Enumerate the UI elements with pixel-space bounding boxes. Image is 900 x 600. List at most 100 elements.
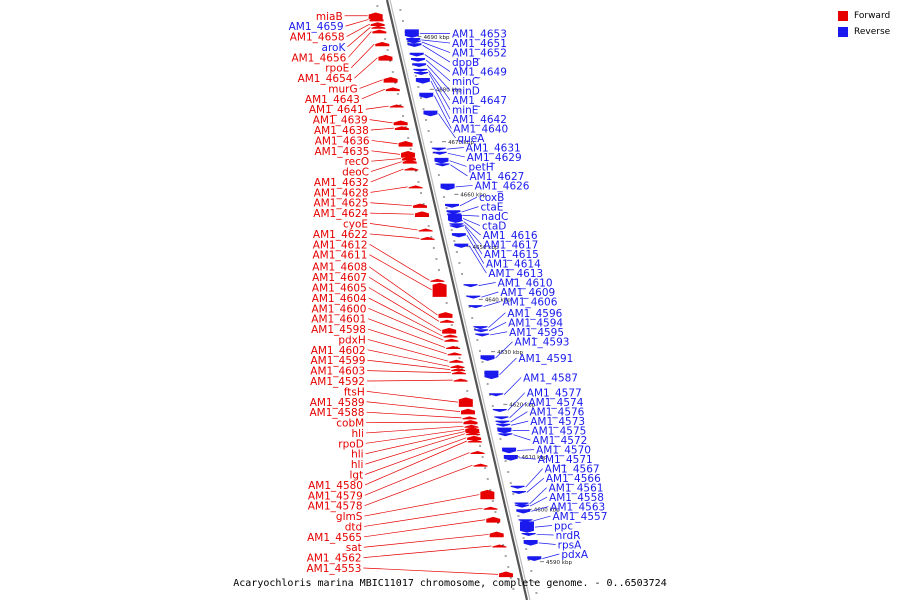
gene-label[interactable]: AM1_4599 bbox=[310, 355, 365, 367]
gene-label[interactable]: deoC bbox=[342, 167, 369, 179]
gene-label[interactable]: AM1_4651 bbox=[452, 38, 507, 50]
reverse-gene-coxb[interactable] bbox=[445, 203, 460, 208]
gene-label[interactable]: AM1_4580 bbox=[308, 480, 363, 492]
reverse-gene-am1-4577[interactable] bbox=[492, 409, 507, 413]
gene-label[interactable]: AM1_4624 bbox=[313, 208, 368, 220]
gene-label[interactable]: AM1_4594 bbox=[508, 317, 563, 329]
forward-gene-am1-4636[interactable] bbox=[398, 141, 413, 147]
reverse-gene-am1-4616[interactable] bbox=[448, 220, 463, 224]
gene-label[interactable]: AM1_4561 bbox=[549, 483, 604, 495]
forward-gene-rpod[interactable] bbox=[465, 427, 480, 432]
reverse-gene-am1-4594[interactable] bbox=[474, 329, 489, 333]
gene-label[interactable]: AM1_4638 bbox=[314, 125, 369, 137]
gene-label[interactable]: AM1_4576 bbox=[529, 407, 584, 419]
forward-gene-am1-4632[interactable] bbox=[404, 167, 419, 171]
forward-gene-hli[interactable] bbox=[464, 424, 479, 428]
forward-gene-cobm[interactable] bbox=[463, 419, 478, 425]
reverse-gene-am1-4558[interactable] bbox=[515, 504, 530, 508]
gene-label[interactable]: AM1_4612 bbox=[313, 239, 368, 251]
gene-label[interactable]: pdxA bbox=[561, 549, 589, 561]
gene-label[interactable]: minE bbox=[452, 105, 478, 117]
gene-label[interactable]: AM1_4603 bbox=[310, 366, 365, 378]
gene-label[interactable]: AM1_4605 bbox=[312, 283, 367, 295]
gene-label[interactable]: dtd bbox=[345, 521, 362, 533]
gene-label[interactable]: AM1_4596 bbox=[507, 308, 562, 320]
gene-label[interactable]: AM1_4627 bbox=[469, 171, 524, 183]
gene-label[interactable]: AM1_4572 bbox=[532, 435, 587, 447]
gene-label[interactable]: AM1_4587 bbox=[523, 372, 578, 384]
gene-label[interactable]: AM1_4565 bbox=[307, 532, 362, 544]
forward-gene-am1-4628[interactable] bbox=[408, 185, 423, 189]
reverse-gene-pdxa[interactable] bbox=[527, 556, 542, 561]
forward-gene-cyoe[interactable] bbox=[418, 228, 433, 232]
reverse-gene-am1-4591[interactable] bbox=[484, 370, 499, 380]
forward-gene-arok[interactable] bbox=[371, 25, 386, 29]
gene-label[interactable]: rpoE bbox=[325, 63, 349, 75]
gene-label[interactable]: AM1_4640 bbox=[453, 123, 508, 135]
reverse-gene-am1-4563[interactable] bbox=[516, 509, 531, 514]
gene-label[interactable]: ctaD bbox=[482, 221, 506, 233]
forward-gene-am1-4639[interactable] bbox=[393, 120, 408, 126]
gene-label[interactable]: AM1_4609 bbox=[500, 287, 555, 299]
gene-label[interactable]: AM1_4631 bbox=[466, 142, 521, 154]
forward-gene-miab[interactable] bbox=[368, 12, 383, 20]
forward-gene-deoc[interactable] bbox=[402, 159, 417, 164]
gene-label[interactable]: AM1_4588 bbox=[309, 407, 364, 419]
forward-gene-am1-4602[interactable] bbox=[450, 364, 465, 368]
gene-label[interactable]: AM1_4615 bbox=[484, 249, 539, 261]
gene-label[interactable]: hli bbox=[351, 449, 364, 461]
forward-gene-am1-4659[interactable] bbox=[369, 17, 384, 22]
gene-label[interactable]: AM1_4642 bbox=[452, 114, 507, 126]
gene-label[interactable]: AM1_4604 bbox=[312, 293, 367, 305]
gene-label[interactable]: AM1_4557 bbox=[553, 511, 608, 523]
reverse-gene-am1-4651[interactable] bbox=[406, 38, 421, 42]
gene-label[interactable]: sat bbox=[346, 542, 362, 554]
forward-gene-hli[interactable] bbox=[466, 432, 481, 436]
gene-label[interactable]: AM1_4608 bbox=[312, 262, 367, 274]
gene-label[interactable]: AM1_4614 bbox=[486, 259, 541, 271]
forward-gene-glms[interactable] bbox=[480, 489, 495, 500]
gene-label[interactable]: AM1_4570 bbox=[536, 445, 591, 457]
gene-label[interactable]: AM1_4553 bbox=[306, 563, 361, 575]
forward-gene-reco[interactable] bbox=[401, 156, 416, 161]
gene-label[interactable]: ppc bbox=[554, 521, 573, 533]
forward-gene-am1-4607[interactable] bbox=[439, 319, 454, 323]
forward-gene-am1-4599[interactable] bbox=[451, 368, 466, 372]
forward-gene-am1-4565[interactable] bbox=[486, 516, 501, 523]
gene-label[interactable]: AM1_4625 bbox=[313, 198, 368, 210]
reverse-gene-ctae[interactable] bbox=[446, 210, 461, 214]
gene-label[interactable]: AM1_4643 bbox=[305, 94, 360, 106]
forward-gene-am1-4605[interactable] bbox=[442, 327, 457, 334]
reverse-gene-am1-4570[interactable] bbox=[502, 447, 517, 454]
gene-label[interactable]: dppB bbox=[452, 57, 479, 69]
gene-label[interactable]: rpoD bbox=[338, 438, 364, 450]
reverse-gene-minc[interactable] bbox=[410, 57, 425, 62]
gene-label[interactable]: AM1_4629 bbox=[467, 152, 522, 164]
reverse-gene-am1-4557[interactable] bbox=[518, 519, 533, 523]
forward-gene-am1-4592[interactable] bbox=[453, 378, 468, 382]
forward-gene-murg[interactable] bbox=[383, 76, 398, 83]
reverse-gene-am1-4642[interactable] bbox=[415, 78, 430, 84]
reverse-gene-mine[interactable] bbox=[414, 72, 429, 75]
gene-label[interactable]: AM1_4595 bbox=[509, 327, 564, 339]
reverse-gene-am1-4572[interactable] bbox=[498, 433, 513, 437]
gene-label[interactable]: rpsA bbox=[558, 540, 582, 552]
forward-gene-am1-4641[interactable] bbox=[389, 104, 404, 108]
gene-label[interactable]: AM1_4598 bbox=[311, 324, 366, 336]
gene-label[interactable]: AM1_4654 bbox=[298, 73, 353, 85]
gene-label[interactable]: AM1_4591 bbox=[518, 353, 573, 365]
reverse-gene-ppc[interactable] bbox=[519, 521, 534, 533]
gene-label[interactable]: AM1_4574 bbox=[528, 397, 583, 409]
gene-label[interactable]: AM1_4658 bbox=[290, 32, 345, 44]
forward-gene-am1-4578[interactable] bbox=[473, 463, 488, 467]
reverse-gene-am1-4575[interactable] bbox=[497, 427, 512, 434]
gene-label[interactable]: AM1_4601 bbox=[311, 314, 366, 326]
gene-label[interactable]: AM1_4632 bbox=[314, 177, 369, 189]
forward-gene-pdxh[interactable] bbox=[449, 359, 464, 363]
reverse-gene-am1-4606[interactable] bbox=[468, 305, 483, 309]
forward-gene-am1-4635[interactable] bbox=[401, 151, 416, 158]
forward-gene-am1-4600[interactable] bbox=[444, 338, 459, 342]
gene-label[interactable]: nrdR bbox=[556, 530, 581, 542]
gene-label[interactable]: AM1_4616 bbox=[483, 230, 538, 242]
reverse-gene-am1-4615[interactable] bbox=[449, 225, 464, 229]
